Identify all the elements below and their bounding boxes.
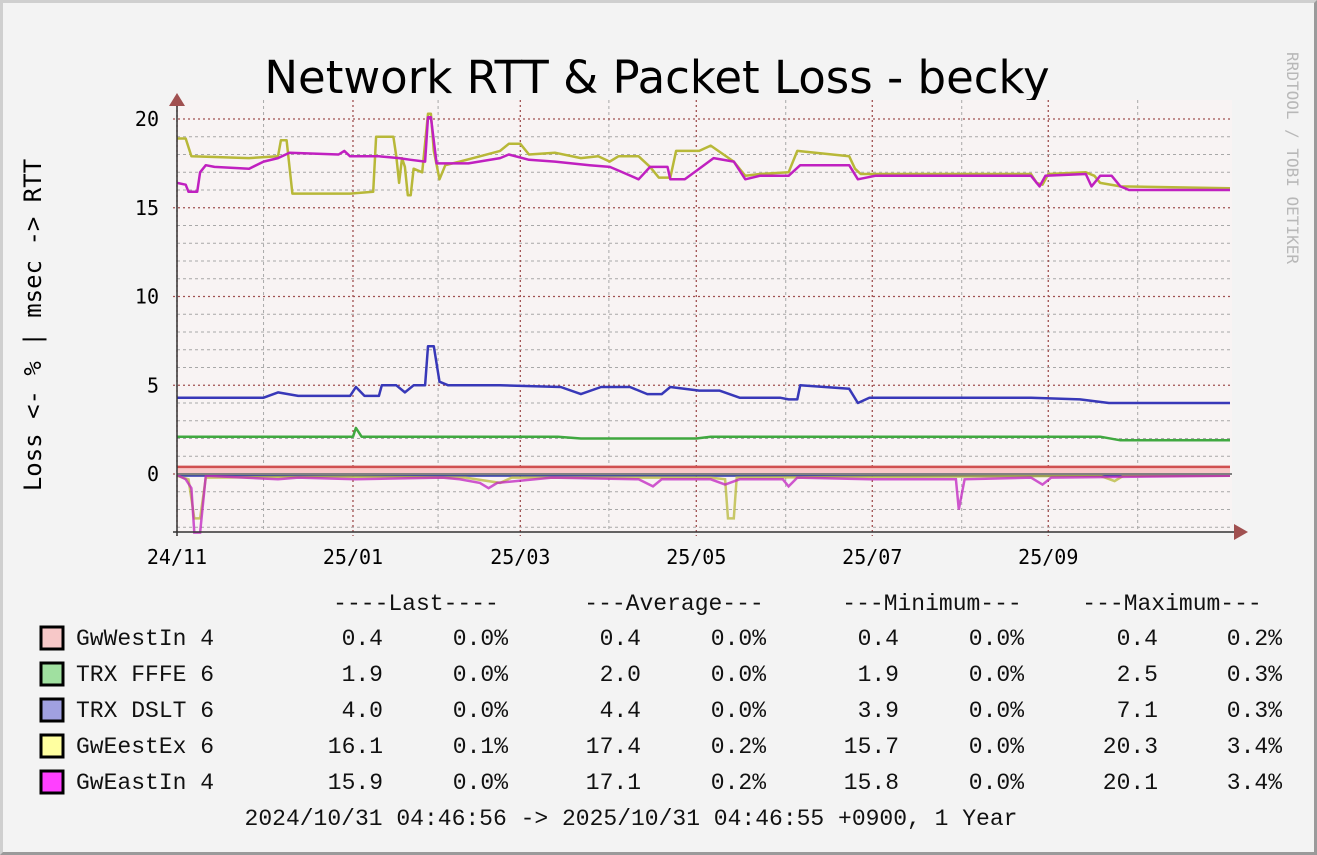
legend-avg-loss: 0.2% — [711, 770, 766, 796]
legend-header: ---Average--- — [584, 591, 763, 617]
x-tick-label: 25/07 — [842, 545, 902, 569]
legend-min: 3.9 — [858, 698, 899, 724]
axes: 0 5 10 15 20 24/11 25/01 25/03 25/05 25/07 25/09 — [135, 93, 1248, 569]
legend-min-loss: 0.0% — [969, 770, 1024, 796]
legend-swatch — [39, 661, 65, 687]
legend-last-loss: 0.0% — [453, 662, 508, 688]
legend-last-loss: 0.0% — [453, 626, 508, 652]
legend-avg: 0.4 — [600, 626, 641, 652]
x-tick-label: 25/09 — [1018, 545, 1078, 569]
time-range-footer: 2024/10/31 04:46:56 -> 2025/10/31 04:46:… — [245, 806, 1018, 832]
x-tick-label: 25/01 — [323, 545, 383, 569]
legend-header: ---Maximum--- — [1082, 591, 1261, 617]
x-tick-label: 25/05 — [666, 545, 726, 569]
legend-max: 0.4 — [1117, 626, 1158, 652]
legend-row: GwWestIn 4 0.4 0.0% 0.4 0.0% 0.4 0.0% 0.4 0.2% — [39, 625, 1282, 652]
legend-avg: 4.4 — [600, 698, 641, 724]
legend-last: 4.0 — [342, 698, 383, 724]
legend-row: TRX FFFE 6 1.9 0.0% 2.0 0.0% 1.9 0.0% 2.5 0.3% — [39, 661, 1282, 688]
legend-row: TRX DSLT 6 4.0 0.0% 4.4 0.0% 3.9 0.0% 7.1 0.3% — [39, 697, 1282, 724]
legend-last-loss: 0.0% — [453, 698, 508, 724]
y-tick-label: 15 — [135, 196, 159, 220]
legend-max: 20.3 — [1103, 734, 1158, 760]
legend-header: ---Minimum--- — [842, 591, 1021, 617]
y-axis-arrow-icon — [169, 93, 185, 106]
rtt-line-1 — [177, 426, 1230, 442]
legend-max-loss: 0.2% — [1227, 626, 1282, 652]
x-axis-arrow-icon — [1234, 524, 1248, 540]
legend-row: GwEastIn 4 15.9 0.0% 17.1 0.2% 15.8 0.0% 20.1 3.… — [39, 769, 1282, 796]
legend-last: 0.4 — [342, 626, 383, 652]
legend-name: GwWestIn 4 — [76, 626, 214, 652]
legend-name: GwEestEx 6 — [76, 734, 214, 760]
legend-name: TRX DSLT 6 — [76, 698, 214, 724]
legend-avg: 17.1 — [586, 770, 641, 796]
loss-line-4 — [176, 473, 1231, 534]
y-axis-label: Loss <- % | msec -> RTT — [19, 159, 47, 491]
legend-min-loss: 0.0% — [969, 662, 1024, 688]
legend-min: 0.4 — [858, 626, 899, 652]
watermark: RRDTOOL / TOBI OETIKER — [1283, 52, 1302, 264]
legend-row: GwEestEx 6 16.1 0.1% 17.4 0.2% 15.7 0.0% 20.3 3.… — [39, 733, 1282, 760]
legend: ----Last---- ---Average--- ---Minimum--- --… — [39, 591, 1282, 796]
legend-header: ----Last---- — [333, 591, 499, 617]
legend-avg-loss: 0.0% — [711, 698, 766, 724]
legend-min: 1.9 — [858, 662, 899, 688]
y-tick-label: 10 — [135, 285, 159, 309]
legend-max-loss: 0.3% — [1227, 698, 1282, 724]
legend-avg-loss: 0.2% — [711, 734, 766, 760]
y-tick-label: 5 — [147, 373, 159, 397]
legend-last-loss: 0.0% — [453, 770, 508, 796]
legend-name: GwEastIn 4 — [76, 770, 214, 796]
legend-avg-loss: 0.0% — [711, 662, 766, 688]
legend-avg-loss: 0.0% — [711, 626, 766, 652]
legend-max: 2.5 — [1117, 662, 1158, 688]
legend-max-loss: 3.4% — [1227, 770, 1282, 796]
legend-swatch — [39, 625, 65, 651]
legend-swatch — [39, 733, 65, 759]
x-tick-label: 25/03 — [490, 545, 550, 569]
legend-avg: 17.4 — [586, 734, 641, 760]
legend-min: 15.8 — [844, 770, 899, 796]
legend-last-loss: 0.1% — [453, 734, 508, 760]
y-tick-label: 20 — [135, 107, 159, 131]
legend-name: TRX FFFE 6 — [76, 662, 214, 688]
x-tick-label: 24/11 — [147, 545, 207, 569]
legend-min-loss: 0.0% — [969, 734, 1024, 760]
chart-title: Network RTT & Packet Loss - becky — [264, 51, 1049, 104]
legend-max-loss: 3.4% — [1227, 734, 1282, 760]
legend-max: 20.1 — [1103, 770, 1158, 796]
rtt-line-3 — [177, 112, 1231, 197]
rtt-line-4 — [176, 115, 1230, 194]
legend-last: 15.9 — [328, 770, 383, 796]
y-tick-label: 0 — [147, 462, 159, 486]
legend-max-loss: 0.3% — [1227, 662, 1282, 688]
legend-avg: 2.0 — [600, 662, 641, 688]
legend-swatch — [39, 697, 65, 723]
legend-max: 7.1 — [1117, 698, 1158, 724]
legend-min-loss: 0.0% — [969, 698, 1024, 724]
rtt-line-2 — [177, 344, 1230, 405]
areas — [177, 466, 1231, 474]
legend-min: 15.7 — [844, 734, 899, 760]
legend-last: 16.1 — [328, 734, 383, 760]
legend-swatch — [39, 769, 65, 795]
legend-last: 1.9 — [342, 662, 383, 688]
area-0 — [177, 466, 1231, 474]
legend-min-loss: 0.0% — [969, 626, 1024, 652]
